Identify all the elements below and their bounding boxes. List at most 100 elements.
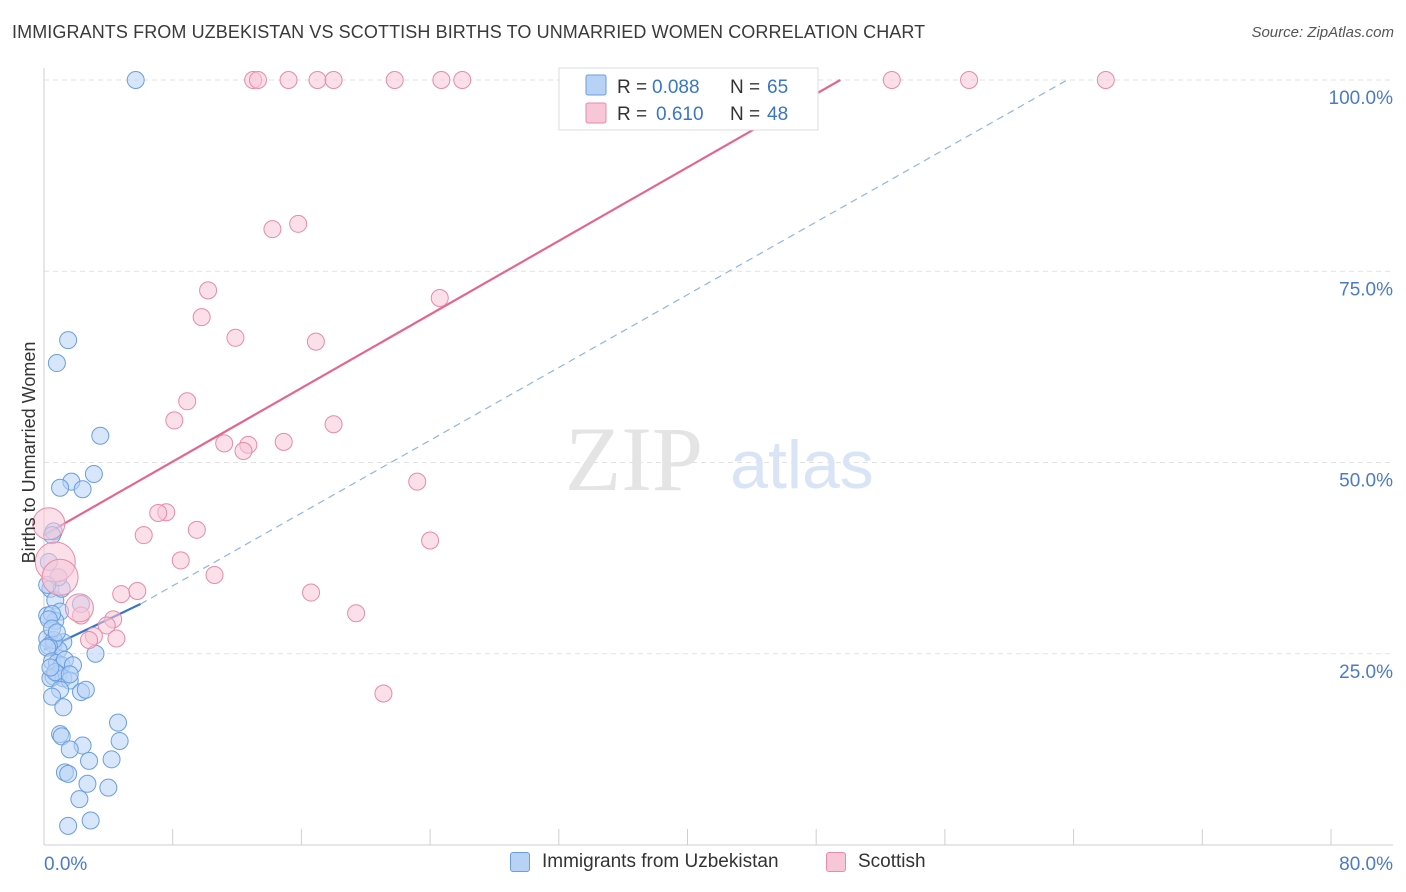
point-scottish bbox=[882, 71, 901, 89]
legend-swatch-scottish bbox=[826, 852, 846, 872]
legend-item-scottish[interactable]: Scottish bbox=[826, 851, 926, 873]
x-tick-label-min: 0.0% bbox=[44, 854, 87, 875]
chart-title: IMMIGRANTS FROM UZBEKISTAN VS SCOTTISH B… bbox=[12, 22, 926, 42]
point-uzbekistan bbox=[81, 811, 100, 830]
point-uzbekistan bbox=[60, 740, 79, 759]
point-uzbekistan bbox=[80, 751, 99, 770]
point-scottish bbox=[107, 629, 126, 648]
source-credit: Source: ZipAtlas.com bbox=[1251, 24, 1394, 41]
axes bbox=[43, 68, 1393, 846]
legend-n-label-2: N = bbox=[730, 104, 760, 125]
point-scottish bbox=[226, 328, 245, 347]
point-scottish bbox=[306, 332, 325, 351]
point-uzbekistan bbox=[110, 731, 129, 750]
y-tick-label: 25.0% bbox=[1339, 662, 1393, 683]
point-scottish bbox=[41, 558, 79, 596]
point-uzbekistan bbox=[99, 778, 118, 797]
point-uzbekistan bbox=[109, 713, 128, 732]
y-tick-label: 100.0% bbox=[1329, 88, 1394, 109]
point-uzbekistan bbox=[73, 480, 92, 499]
gridlines bbox=[44, 79, 1393, 655]
point-scottish bbox=[308, 71, 327, 89]
point-scottish bbox=[279, 71, 298, 89]
point-scottish bbox=[128, 582, 147, 601]
point-uzbekistan bbox=[84, 464, 103, 483]
point-scottish bbox=[347, 604, 366, 623]
point-scottish bbox=[199, 281, 218, 300]
point-scottish bbox=[421, 531, 440, 550]
y-tick-label: 50.0% bbox=[1339, 471, 1393, 492]
point-scottish bbox=[324, 415, 343, 434]
point-scottish bbox=[80, 630, 99, 649]
point-uzbekistan bbox=[41, 658, 60, 677]
legend-swatch-uzbekistan bbox=[510, 852, 530, 872]
series-legend: Immigrants from Uzbekistan Scottish bbox=[0, 851, 1406, 879]
point-scottish bbox=[248, 71, 267, 89]
point-scottish bbox=[408, 472, 427, 491]
point-scottish bbox=[289, 214, 308, 233]
point-uzbekistan bbox=[78, 774, 97, 793]
point-scottish bbox=[430, 289, 449, 308]
legend-swatch-pink bbox=[585, 102, 607, 124]
legend-label-scottish: Scottish bbox=[858, 851, 926, 872]
point-uzbekistan bbox=[60, 665, 79, 684]
legend-r-value-1: 0.088 bbox=[652, 77, 700, 98]
legend-n-value-1: 65 bbox=[767, 77, 788, 98]
point-uzbekistan bbox=[54, 698, 73, 717]
point-scottish bbox=[453, 71, 472, 89]
point-scottish bbox=[149, 503, 168, 522]
point-scottish bbox=[178, 392, 197, 411]
correlation-legend: R = 0.088 N = 65 R = 0.610 N = 48 bbox=[558, 67, 819, 131]
series-uzbekistan-points bbox=[38, 71, 145, 835]
legend-n-label-1: N = bbox=[730, 77, 760, 98]
point-scottish bbox=[1096, 71, 1115, 89]
point-uzbekistan bbox=[59, 816, 78, 835]
point-scottish bbox=[234, 442, 253, 461]
point-uzbekistan bbox=[102, 750, 121, 769]
point-scottish bbox=[32, 507, 66, 541]
point-scottish bbox=[215, 434, 234, 453]
point-scottish bbox=[324, 71, 343, 89]
legend-r-value-2: 0.610 bbox=[656, 104, 704, 125]
point-scottish bbox=[205, 565, 224, 584]
point-uzbekistan bbox=[52, 727, 71, 746]
point-uzbekistan bbox=[47, 354, 66, 373]
legend-swatch-blue bbox=[585, 74, 607, 96]
legend-r-label-2: R = bbox=[617, 104, 647, 125]
legend-r-label-1: R = bbox=[617, 77, 647, 98]
point-uzbekistan bbox=[126, 71, 145, 89]
point-scottish bbox=[263, 220, 282, 239]
trend-scottish bbox=[43, 79, 841, 537]
watermark-zip: ZIP bbox=[565, 408, 703, 510]
y-tick-label: 75.0% bbox=[1339, 279, 1393, 300]
point-uzbekistan bbox=[76, 680, 95, 699]
point-uzbekistan bbox=[91, 426, 110, 445]
point-uzbekistan bbox=[70, 790, 89, 809]
point-scottish bbox=[960, 71, 979, 89]
point-uzbekistan bbox=[43, 687, 62, 706]
point-scottish bbox=[432, 71, 451, 89]
point-scottish bbox=[97, 616, 116, 635]
legend-item-uzbekistan[interactable]: Immigrants from Uzbekistan bbox=[510, 851, 779, 873]
point-scottish bbox=[134, 526, 153, 545]
series-scottish-points bbox=[32, 71, 1115, 703]
point-scottish bbox=[302, 583, 321, 602]
point-uzbekistan bbox=[47, 623, 66, 642]
y-axis-label: Births to Unmarried Women bbox=[19, 342, 39, 564]
tick-labels: 25.0% 50.0% 75.0% 100.0% 0.0% 80.0% bbox=[44, 88, 1393, 875]
x-tick-label-max: 80.0% bbox=[1339, 854, 1393, 875]
point-scottish bbox=[171, 551, 190, 570]
point-scottish bbox=[374, 684, 393, 703]
watermark-atlas: atlas bbox=[730, 427, 874, 503]
zipatlas-watermark: ZIP atlas bbox=[565, 408, 874, 510]
legend-label-uzbekistan: Immigrants from Uzbekistan bbox=[542, 851, 779, 872]
point-scottish bbox=[187, 520, 206, 539]
point-uzbekistan bbox=[51, 478, 70, 497]
legend-n-value-2: 48 bbox=[767, 104, 788, 125]
point-uzbekistan bbox=[59, 331, 78, 350]
point-scottish bbox=[274, 432, 293, 451]
point-uzbekistan bbox=[59, 764, 78, 783]
trend-lines bbox=[43, 79, 1068, 651]
point-scottish bbox=[64, 593, 94, 623]
